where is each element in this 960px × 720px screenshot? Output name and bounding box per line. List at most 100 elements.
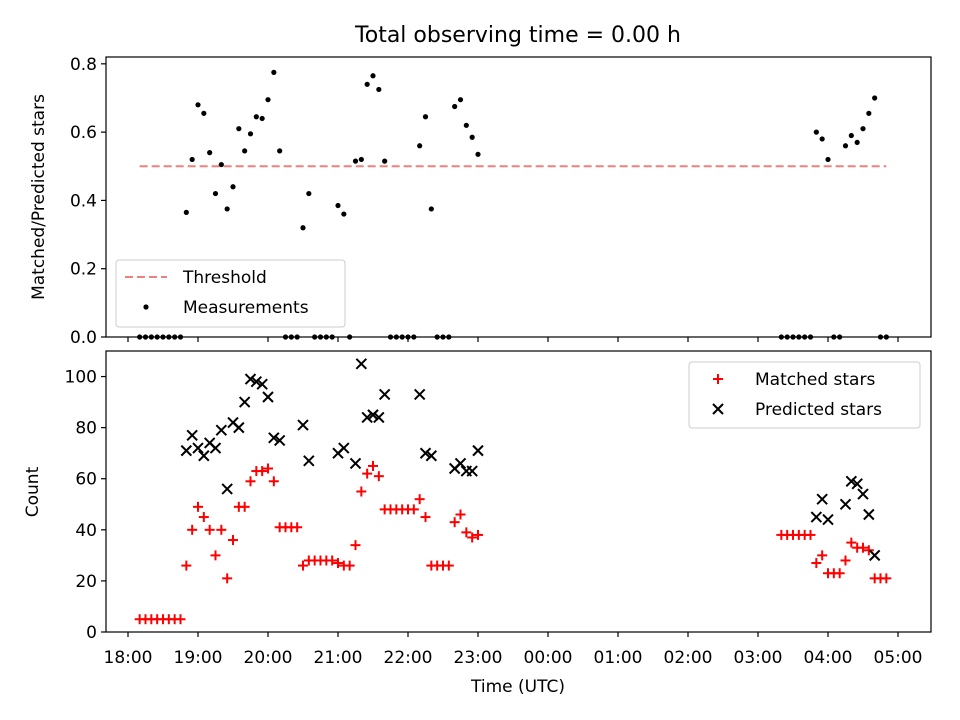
measurement-point: [201, 110, 207, 116]
measurement-point: [469, 134, 475, 140]
matched-star-point: [461, 527, 472, 538]
measurement-point: [842, 143, 849, 149]
measurement-point: [253, 114, 259, 120]
matched-star-point: [204, 524, 215, 535]
matched-star-point: [181, 560, 192, 571]
predicted-star-point: [268, 432, 280, 444]
matched-star-point: [420, 512, 431, 523]
matched-star-point: [449, 517, 460, 528]
top-y-tick-label: 0.0: [70, 328, 97, 348]
matched-star-point: [408, 504, 419, 515]
measurement-point: [195, 102, 201, 108]
measurement-point: [872, 95, 878, 101]
matched-star-point: [368, 460, 378, 471]
predicted-star-point: [454, 457, 467, 470]
predicted-star-point: [413, 388, 426, 401]
top-axes-frame: [105, 56, 932, 338]
matched-star-point: [858, 542, 868, 553]
predicted-star-point: [297, 419, 309, 431]
predicted-star-point: [192, 442, 204, 454]
matched-star-point: [292, 522, 303, 533]
x-tick-label: 03:00: [734, 648, 783, 668]
predicted-star-point: [355, 358, 368, 370]
measurement-point: [265, 97, 271, 103]
matched-star-point: [344, 560, 355, 571]
x-tick-label: 18:00: [104, 648, 153, 668]
predicted-star-point: [198, 450, 210, 462]
measurement-point: [236, 126, 242, 132]
predicted-star-point: [810, 511, 823, 523]
measurement-point: [271, 69, 277, 75]
legend-threshold-label: Threshold: [182, 268, 267, 288]
measurement-point: [848, 132, 854, 139]
measurement-point: [341, 211, 347, 217]
measurement-point: [364, 81, 370, 87]
predicted-star-point: [466, 465, 478, 477]
chart-title: Total observing time = 0.00 h: [354, 23, 681, 48]
top-x-ticks: [127, 337, 899, 342]
bottom-y-axis-label: Count: [23, 466, 43, 517]
measurement-point: [417, 143, 423, 149]
predicted-star-point: [361, 411, 373, 424]
predicted-star-point: [845, 475, 858, 487]
bottom-y-tick-label: 60: [75, 470, 97, 490]
x-tick-label: 21:00: [314, 648, 363, 668]
measurement-point: [854, 139, 860, 145]
legend-predicted-label: Predicted stars: [755, 400, 882, 420]
predicted-star-point: [378, 388, 391, 401]
x-tick-label: 23:00: [454, 648, 503, 668]
bottom-axes-frame: [105, 350, 932, 633]
x-axis-label: Time (UTC): [470, 677, 565, 697]
predicted-star-point: [419, 447, 432, 459]
measurement-point: [358, 156, 364, 163]
matched-star-point: [268, 476, 279, 487]
measurement-point: [300, 225, 306, 231]
top-legend: Threshold Measurements: [115, 259, 346, 328]
matched-star-point: [298, 560, 308, 571]
legend-measurements-swatch: [143, 304, 149, 310]
matched-star-point: [210, 550, 221, 561]
top-y-tick-label: 0.6: [70, 123, 97, 143]
legend-predicted-swatch: [712, 403, 724, 415]
top-y-tick-label: 0.2: [70, 260, 97, 280]
measurement-point: [277, 148, 283, 154]
bottom-legend: Matched stars Predicted stars: [688, 361, 921, 429]
measurement-point: [218, 161, 224, 168]
matched-star-point: [216, 524, 227, 535]
measurement-point: [352, 158, 359, 164]
measurement-point: [463, 122, 469, 128]
matched-star-point: [239, 501, 250, 512]
top-panel: 0.00.20.40.60.8 Matched/Predicted stars …: [29, 55, 932, 348]
predicted-star-point: [233, 421, 245, 434]
predicted-star-point: [303, 455, 315, 467]
bottom-y-axis: 0 20 40 60 80 100: [65, 368, 106, 643]
predicted-star-point: [180, 444, 193, 457]
matched-star-point: [175, 614, 186, 625]
measurement-point: [825, 156, 831, 163]
measurement-point: [475, 151, 481, 157]
predicted-star-point: [816, 493, 828, 505]
legend-matched-marker: [713, 374, 723, 384]
bottom-legend-box: [688, 361, 921, 429]
measurement-point: [422, 114, 429, 120]
measurement-point: [189, 156, 195, 163]
matched-star-point: [414, 494, 425, 505]
measurement-point: [224, 206, 230, 212]
predicted-star-point: [367, 409, 379, 421]
matched-star-point: [805, 529, 816, 540]
matched-star-point: [455, 509, 466, 520]
predicted-star-point: [425, 450, 438, 462]
bottom-y-tick-label: 20: [75, 572, 97, 592]
x-tick-label: 22:00: [384, 648, 433, 668]
bottom-plot-area: [134, 358, 892, 625]
measurement-point: [370, 73, 376, 79]
predicted-star-point: [215, 424, 228, 436]
top-y-tick-label: 0.8: [70, 55, 97, 75]
predicted-star-point: [262, 391, 274, 403]
predicted-star-point: [209, 442, 222, 454]
x-tick-label: 05:00: [874, 648, 923, 668]
top-y-axis: 0.0 0.2 0.4 0.6 0.8: [70, 55, 106, 348]
predicted-star-point: [186, 429, 198, 442]
predicted-star-point: [338, 442, 350, 454]
